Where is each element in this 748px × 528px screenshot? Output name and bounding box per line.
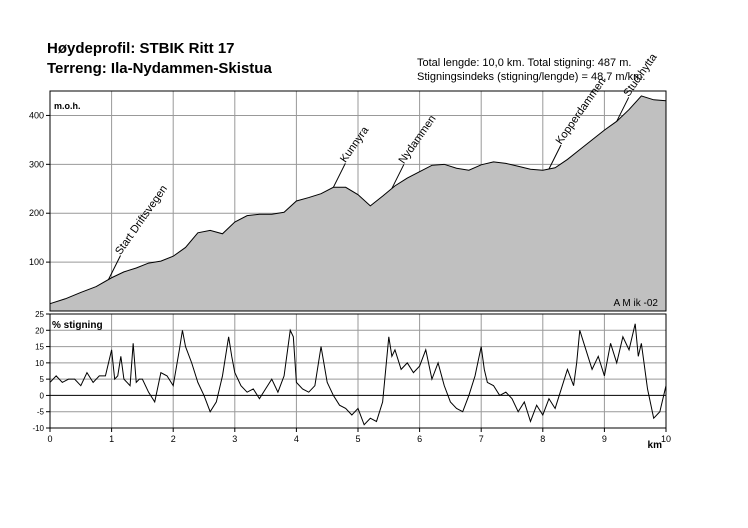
annotation-leader (391, 164, 405, 189)
gradient-y-tick-label: 25 (35, 310, 44, 319)
gradient-x-tick-label: 8 (540, 434, 545, 444)
annotation-leader (548, 144, 562, 170)
terrain-title: Terreng: Ila-Nydammen-Skistua (47, 60, 272, 77)
gradient-y-tick-label: 5 (40, 375, 45, 384)
gradient-x-tick-label: 2 (171, 434, 176, 444)
gradient-y-tick-label: 0 (40, 391, 45, 400)
annotation-leader (108, 255, 121, 280)
gradient-x-tick-label: 9 (602, 434, 607, 444)
elevation-y-tick-label: 200 (29, 208, 44, 218)
elevation-y-tick-label: 400 (29, 110, 44, 120)
gradient-x-tick-label: 10 (661, 434, 671, 444)
gradient-frame (49, 313, 667, 429)
gradient-x-tick-label: 7 (479, 434, 484, 444)
gradient-y-tick-label: 15 (35, 343, 44, 352)
gradient-x-tick-label: 4 (294, 434, 299, 444)
climb-index-info: Stigningsindeks (stigning/lengde) = 48,7… (417, 71, 646, 83)
annotation-label: Kunnyra (338, 124, 372, 165)
gradient-y-tick-label: 10 (35, 359, 44, 368)
annotation-leader (332, 163, 346, 188)
annotation-label: Start Driftsvegen (113, 183, 170, 257)
elevation-line (49, 95, 667, 305)
total-length-info: Total lengde: 10,0 km. Total stigning: 4… (417, 57, 632, 69)
profile-title: Høydeprofil: STBIK Ritt 17 (47, 40, 235, 57)
annotation-label: Nydammen (397, 113, 439, 166)
elevation-y-tick-label: 100 (29, 257, 44, 267)
gradient-y-axis-label: % stigning (52, 320, 103, 331)
gradient-x-tick-label: 3 (232, 434, 237, 444)
gradient-y-tick-label: 20 (35, 326, 44, 335)
gradient-x-tick-label: 6 (417, 434, 422, 444)
elevation-frame (49, 90, 667, 312)
elevation-y-axis-label: m.o.h. (54, 101, 81, 111)
elevation-y-tick-label: 300 (29, 159, 44, 169)
gradient-y-tick-label: -5 (37, 408, 45, 417)
elevation-area (50, 95, 666, 311)
annotation-leader (616, 97, 630, 122)
gradient-line (49, 323, 667, 426)
credit-label: A M ik -02 (614, 298, 659, 309)
gradient-y-tick-label: -10 (32, 424, 44, 433)
gradient-x-tick-label: 1 (109, 434, 114, 444)
gradient-x-tick-label: 0 (47, 434, 52, 444)
gradient-x-axis-label: km (648, 440, 663, 451)
annotation-label: Stud.hytta (621, 51, 660, 99)
gradient-x-tick-label: 5 (355, 434, 360, 444)
